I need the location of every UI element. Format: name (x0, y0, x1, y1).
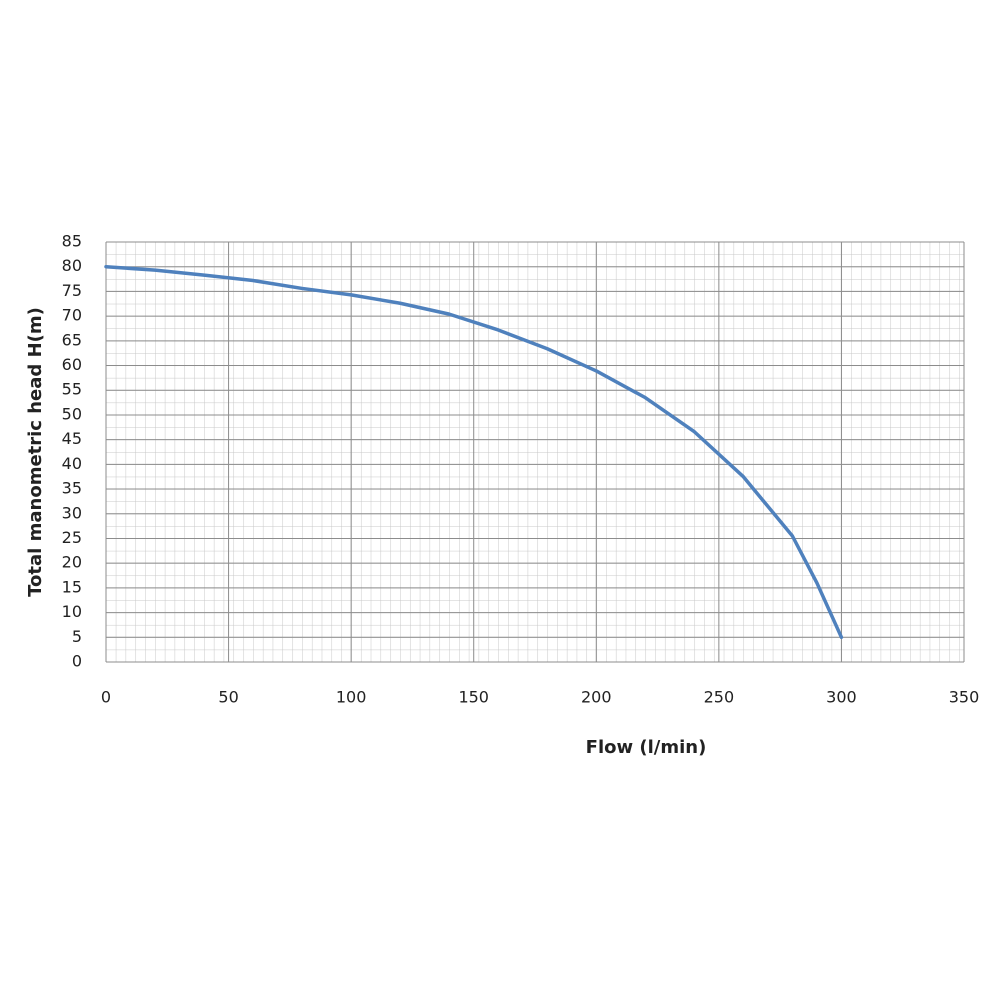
x-tick-label: 200 (581, 688, 612, 707)
y-tick-label: 80 (62, 256, 82, 275)
x-tick-label: 0 (101, 688, 111, 707)
y-tick-label: 40 (62, 454, 82, 473)
y-tick-label: 45 (62, 429, 82, 448)
y-tick-label: 65 (62, 330, 82, 349)
x-axis-title: Flow (l/min) (586, 737, 707, 758)
x-tick-label: 250 (704, 688, 735, 707)
y-tick-label: 70 (62, 306, 82, 325)
y-tick-label: 25 (62, 528, 82, 547)
y-tick-label: 50 (62, 404, 82, 423)
y-tick-label: 60 (62, 355, 82, 374)
y-tick-label: 55 (62, 380, 82, 399)
x-tick-label: 50 (218, 688, 238, 707)
x-tick-label: 100 (336, 688, 367, 707)
y-tick-label: 10 (62, 602, 82, 621)
y-tick-label: 20 (62, 553, 82, 572)
x-tick-label: 300 (826, 688, 857, 707)
grid (105, 241, 965, 663)
y-axis-title: Total manometric head H(m) (25, 307, 46, 597)
x-tick-label: 150 (458, 688, 489, 707)
plot (104, 264, 844, 640)
y-tick-label: 30 (62, 503, 82, 522)
y-tick-label: 35 (62, 479, 82, 498)
y-tick-label: 5 (72, 627, 82, 646)
data-line (104, 264, 844, 640)
minor-grid (106, 242, 964, 662)
y-tick-label: 15 (62, 577, 82, 596)
y-tick-label: 85 (62, 232, 82, 251)
y-tick-label: 75 (62, 281, 82, 300)
y-tick-label: 0 (72, 652, 82, 671)
x-tick-label: 350 (949, 688, 980, 707)
